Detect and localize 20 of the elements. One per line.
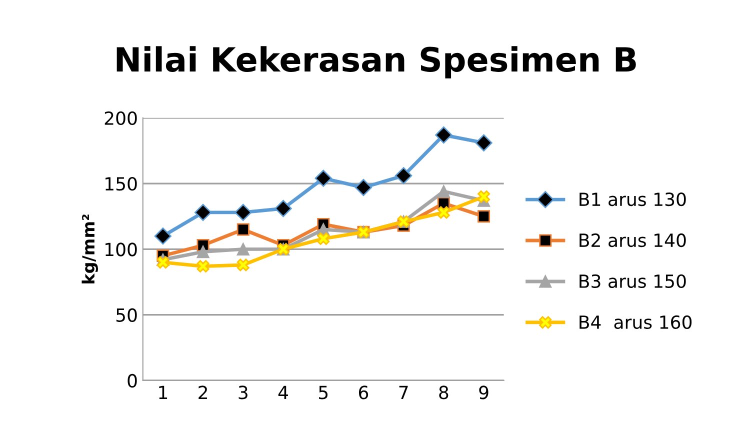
- x-tick-label: 5: [319, 386, 328, 400]
- y-tick-label: 200: [104, 111, 137, 126]
- x-tick-label: 7: [399, 386, 408, 400]
- legend-label: B2 arus 140: [580, 233, 686, 248]
- y-tick-label: 150: [106, 177, 137, 191]
- y-tick-label: 50: [116, 308, 137, 322]
- legend-label: B4 arus 160: [580, 315, 692, 329]
- x-tick-label: 3: [238, 386, 248, 400]
- y-tick-label: 0: [128, 374, 137, 388]
- x-tick-label: 2: [198, 386, 207, 400]
- x-tick-label: 1: [159, 386, 168, 400]
- y-tick-label: 100: [106, 242, 137, 256]
- legend-label: B3 arus 150: [580, 274, 686, 288]
- x-tick-label: 9: [479, 386, 488, 400]
- x-tick-label: 6: [358, 386, 368, 400]
- y-axis-title: kg/mm²: [82, 214, 98, 284]
- x-tick-label: 4: [278, 386, 288, 400]
- x-tick-label: 8: [439, 386, 448, 400]
- legend-label: B1 arus 130: [580, 192, 686, 206]
- chart-title: Nilai Kekerasan Spesimen B: [116, 46, 636, 78]
